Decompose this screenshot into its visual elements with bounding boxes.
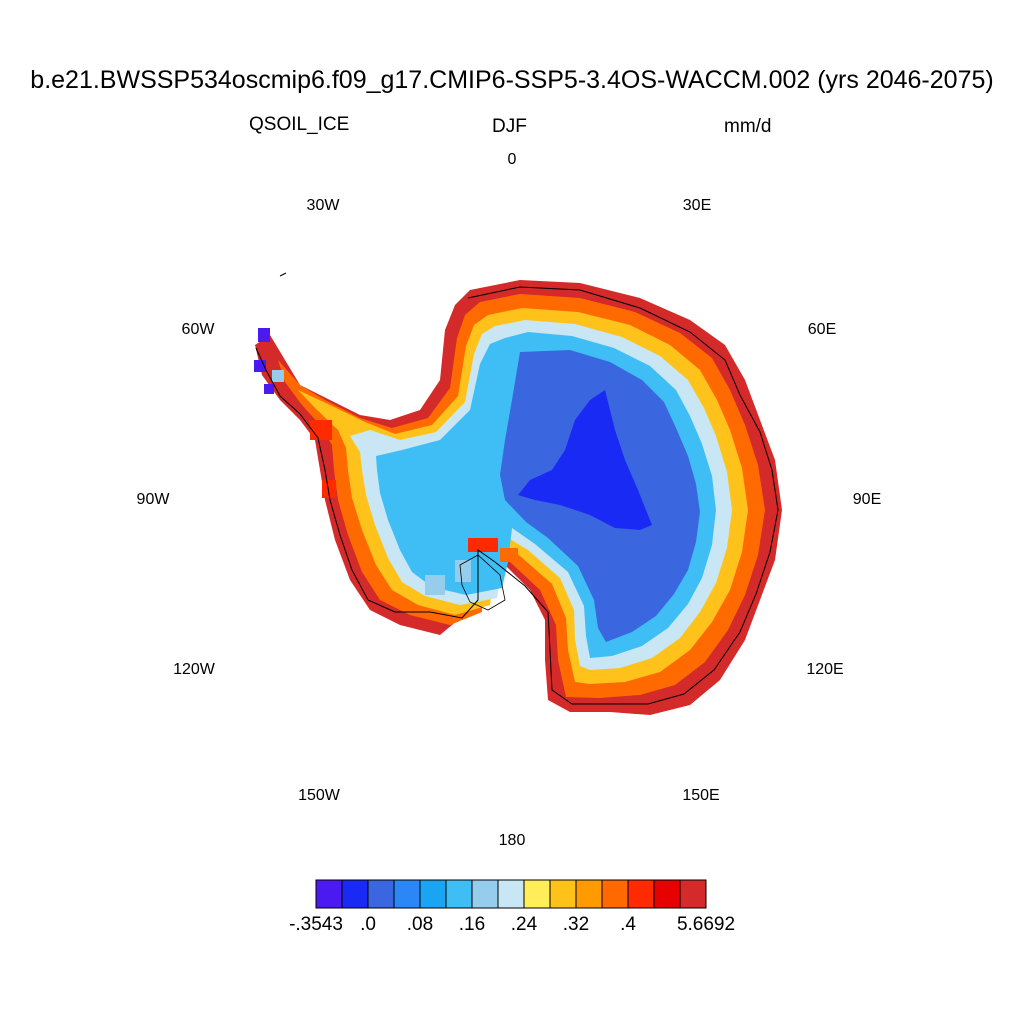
colorbar-label: .16 xyxy=(459,914,485,935)
colorbar-swatch xyxy=(445,879,473,909)
lon-label-120w: 120W xyxy=(173,661,215,678)
lon-label-180: 180 xyxy=(498,832,526,849)
lon-label-30w: 30W xyxy=(306,197,340,214)
lon-label-150w: 150W xyxy=(298,787,340,804)
colorbar-swatch xyxy=(497,879,525,909)
lon-label-30e: 30E xyxy=(682,197,712,214)
colorbar-swatch xyxy=(523,879,551,909)
colorbar-swatch xyxy=(367,879,395,909)
lon-label-150e: 150E xyxy=(682,787,720,804)
ross-cell xyxy=(425,575,445,595)
variable-label: QSOIL_ICE xyxy=(249,114,350,135)
peninsula-cell xyxy=(258,328,270,342)
colorbar-swatch xyxy=(549,879,577,909)
colorbar-labels: -.3543 .0 .08 .16 .24 .32 .4 5.6692 xyxy=(289,914,735,935)
season-label: DJF xyxy=(492,116,527,137)
colorbar-swatch xyxy=(419,879,447,909)
coastline xyxy=(255,272,779,705)
ross-ice-shelf-outline xyxy=(459,554,506,611)
peninsula-cell xyxy=(322,480,336,498)
peninsula-cell xyxy=(272,370,284,382)
colorbar xyxy=(315,879,707,909)
colorbar-swatch xyxy=(341,879,369,909)
colorbar-label: .0 xyxy=(360,914,376,935)
lon-label-60e: 60E xyxy=(807,321,837,338)
lon-label-60w: 60W xyxy=(181,321,215,338)
colorbar-label: .24 xyxy=(511,914,538,935)
ross-cell xyxy=(455,560,471,582)
colorbar-label: .32 xyxy=(563,914,589,935)
colorbar-swatch xyxy=(315,879,343,909)
colorbar-swatch xyxy=(627,879,655,909)
colorbar-label: .4 xyxy=(620,914,636,935)
colorbar-label: -.3543 xyxy=(289,914,343,935)
plot-title: b.e21.BWSSP534oscmip6.f09_g17.CMIP6-SSP5… xyxy=(30,66,994,94)
colorbar-swatch xyxy=(653,879,681,909)
lon-label-0: 0 xyxy=(507,151,517,168)
interior-core-deep xyxy=(518,390,652,530)
ross-cell xyxy=(468,538,498,552)
colorbar-label: .08 xyxy=(407,914,433,935)
lon-label-120e: 120E xyxy=(806,661,844,678)
colorbar-swatch xyxy=(679,879,707,909)
ross-cell xyxy=(500,548,518,562)
lon-label-90e: 90E xyxy=(852,491,882,508)
peninsula-cell xyxy=(264,384,274,394)
colorbar-swatch xyxy=(575,879,603,909)
colorbar-swatch xyxy=(393,879,421,909)
peninsula-cell xyxy=(310,420,332,440)
antarctica-field xyxy=(254,280,782,715)
lon-label-90w: 90W xyxy=(136,491,170,508)
colorbar-swatch xyxy=(471,879,499,909)
colorbar-label: 5.6692 xyxy=(677,914,735,935)
units-label: mm/d xyxy=(724,116,772,137)
colorbar-swatch xyxy=(601,879,629,909)
